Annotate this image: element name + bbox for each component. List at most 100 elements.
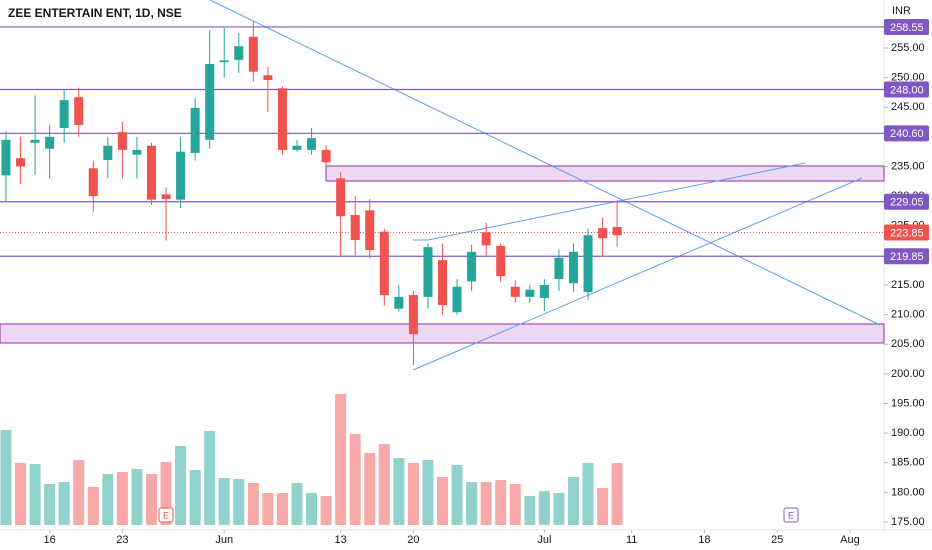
candle-body — [539, 284, 549, 299]
event-badge — [783, 507, 799, 523]
volume-bar — [597, 488, 609, 525]
candle-body — [146, 145, 156, 200]
x-tick-label: 25 — [771, 534, 783, 546]
candle-body — [598, 228, 608, 239]
volume-bar — [436, 477, 449, 525]
candle-body — [74, 97, 84, 126]
volume-bar — [218, 478, 230, 525]
volume-bar — [407, 463, 419, 525]
volume-bar — [509, 484, 521, 525]
candle-body — [496, 245, 506, 277]
volume-bar — [335, 394, 347, 525]
candle-body — [205, 63, 215, 140]
volume-bar — [73, 460, 85, 525]
volume-bar — [422, 460, 434, 525]
candle-body — [336, 178, 346, 217]
volume-bar — [567, 477, 579, 525]
candle-body — [263, 75, 273, 80]
volume-bar — [393, 458, 405, 525]
price-tag-label: 229.05 — [890, 197, 924, 209]
candle-body — [307, 138, 317, 150]
volume-bar — [306, 493, 318, 525]
volume-bar — [15, 463, 27, 525]
volume-bar — [58, 482, 70, 525]
volume-bar — [189, 470, 201, 525]
price-tag-label: 248.00 — [890, 84, 924, 96]
volume-bar — [160, 462, 172, 525]
y-tick-label: 235.00 — [891, 160, 925, 172]
candle-body — [103, 145, 113, 160]
zone — [325, 165, 885, 182]
x-tick-label: 13 — [335, 534, 347, 546]
volume-bar — [451, 465, 463, 525]
volume-bar — [131, 469, 143, 525]
y-tick-label: 200.00 — [891, 368, 925, 380]
x-tick-label: 11 — [626, 534, 637, 546]
candle-body — [88, 168, 98, 197]
y-tick-label: 250.00 — [891, 72, 925, 84]
candle-body — [321, 149, 331, 163]
x-tick-label: 18 — [698, 534, 710, 546]
candle-body — [1, 139, 11, 176]
x-tick-label: Aug — [840, 534, 860, 546]
candle-body — [612, 226, 622, 236]
volume-bar — [364, 453, 376, 525]
volume-bar — [0, 430, 12, 525]
x-tick-label: 20 — [407, 534, 419, 546]
plot — [0, 21, 884, 365]
event-label: E — [788, 510, 794, 520]
candle-body — [379, 231, 389, 296]
volume-bar — [247, 483, 259, 525]
chart-title: ZEE ENTERTAIN ENT, 1D, NSE — [8, 6, 182, 20]
y-tick-label: 185.00 — [891, 457, 925, 469]
volume-bar — [538, 491, 550, 525]
candle-body — [16, 158, 26, 167]
y-tick-label: 205.00 — [891, 338, 925, 350]
price-tag — [884, 125, 929, 142]
volume-bar — [276, 493, 288, 525]
axes: 175.00 180.00 185.00 190.00 195.00 200.00 205.… — [43, 18, 929, 546]
event-badge — [158, 507, 174, 523]
candle-body — [45, 136, 55, 149]
candle-body — [525, 289, 535, 297]
volume-bar — [102, 474, 114, 525]
candle-body — [277, 88, 287, 150]
price-tag-label: 258.55 — [890, 22, 924, 34]
price-tag-label: 240.60 — [890, 128, 924, 140]
candle-body — [583, 235, 593, 293]
volume-bar — [466, 482, 478, 525]
volume-bar — [116, 472, 128, 525]
zone — [0, 323, 885, 344]
volume-bar — [145, 474, 157, 525]
candle-body — [350, 215, 360, 240]
volume-bar — [291, 483, 303, 525]
y-tick-label: 190.00 — [891, 427, 925, 439]
price-tag-label: 219.85 — [890, 251, 924, 263]
volume-bar — [87, 487, 99, 525]
x-tick-label: 16 — [43, 534, 55, 546]
price-tag — [884, 224, 929, 241]
volume-bar — [175, 446, 187, 525]
candle-body — [365, 210, 375, 251]
price-tag — [884, 81, 929, 98]
volume-bar — [44, 484, 56, 525]
y-tick-label: 215.00 — [891, 279, 925, 291]
trendline — [412, 177, 863, 371]
candle-body — [423, 247, 433, 297]
candle-body — [467, 251, 477, 282]
candle-body — [292, 145, 302, 150]
y-tick-label: 245.00 — [891, 101, 925, 113]
candle-body — [481, 232, 491, 246]
candle-body — [30, 139, 40, 143]
volume-pane — [0, 394, 623, 525]
y-tick-label: 195.00 — [891, 397, 925, 409]
candle-body — [161, 194, 171, 200]
y-tick-label: 175.00 — [891, 516, 925, 528]
candle-body — [176, 151, 186, 200]
x-tick-label: Jun — [215, 534, 233, 546]
candle-body — [117, 132, 127, 150]
candle-body — [132, 149, 142, 155]
volume-bar — [582, 463, 594, 525]
y-tick-label: 210.00 — [891, 309, 925, 321]
